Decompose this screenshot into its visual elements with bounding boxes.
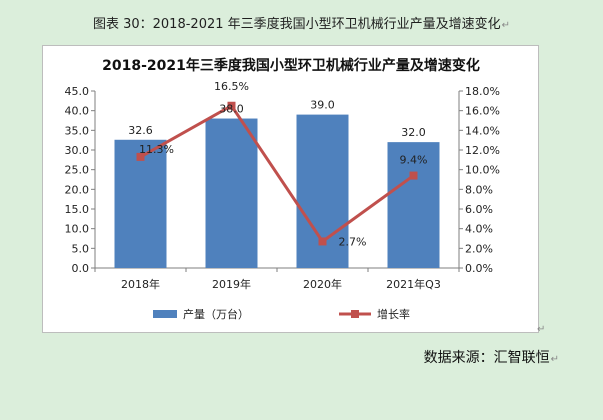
paragraph-mark: ↵ [550,354,559,365]
line-data-label: 9.4% [400,154,428,167]
line-data-label: 2.7% [339,235,367,248]
bar-data-label: 32.6 [128,124,153,137]
right-axis-tick-label: 16.0% [465,105,500,118]
right-axis-tick-label: 2.0% [465,242,493,255]
right-axis-tick-label: 10.0% [465,164,500,177]
bar-production [205,118,258,269]
data-source: 数据来源：汇智联恒↵ [424,347,559,367]
bar-data-label: 38.0 [219,103,244,116]
growth-rate-marker [318,237,327,246]
legend-label-production: 产量（万台） [183,307,249,321]
left-axis-tick-label: 20.0 [65,183,90,196]
paragraph-mark: ↵ [537,324,546,335]
growth-rate-marker [136,152,145,161]
x-axis-category-label: 2019年 [212,277,251,291]
bar-data-label: 32.0 [401,126,426,139]
chart-title: 2018-2021年三季度我国小型环卫机械行业产量及增速变化 [102,57,480,74]
left-axis-tick-label: 45.0 [65,85,90,98]
bar-production [387,142,440,268]
right-axis-tick-label: 12.0% [465,144,500,157]
left-axis-tick-label: 35.0 [65,124,90,137]
line-data-label: 16.5% [214,80,249,93]
growth-rate-marker [227,101,236,110]
right-axis-tick-label: 8.0% [465,183,493,196]
figure-caption-text: 图表 30：2018-2021 年三季度我国小型环卫机械行业产量及增速变化 [92,17,501,32]
line-data-label: 11.3% [139,143,174,156]
x-axis-category-label: 2020年 [303,277,342,291]
left-axis-tick-label: 0.0 [72,262,90,275]
paragraph-mark: ↵ [501,20,511,31]
left-axis-tick-label: 30.0 [65,144,90,157]
x-axis-category-label: 2021年Q3 [386,277,441,291]
left-axis-tick-label: 15.0 [65,203,90,216]
x-axis-category-label: 2018年 [121,277,160,291]
figure-caption: 图表 30：2018-2021 年三季度我国小型环卫机械行业产量及增速变化↵ [0,13,603,32]
data-source-text: 数据来源：汇智联恒 [423,350,550,366]
left-axis-tick-label: 40.0 [65,105,90,118]
bar-production [114,139,167,268]
legend-marker-growth-rate [351,310,359,318]
legend-label-growth-rate: 增长率 [377,307,410,321]
chart-frame: 2018-2021年三季度我国小型环卫机械行业产量及增速变化 0.0 5.0 10.… [42,45,539,333]
right-axis-tick-label: 4.0% [465,223,493,236]
left-axis-tick-label: 5.0 [72,242,90,255]
right-axis-tick-label: 14.0% [465,124,500,137]
right-axis-tick-label: 0.0% [465,262,493,275]
bar-data-label: 39.0 [310,99,335,112]
left-axis-tick-label: 10.0 [65,223,90,236]
legend-swatch-production [153,310,177,318]
growth-rate-marker [409,171,418,180]
right-axis-tick-label: 18.0% [465,85,500,98]
growth-rate-line [139,103,415,244]
chart: 2018-2021年三季度我国小型环卫机械行业产量及增速变化 0.0 5.0 10.… [65,57,500,321]
right-axis-tick-label: 6.0% [465,203,493,216]
left-axis-tick-label: 25.0 [65,164,90,177]
